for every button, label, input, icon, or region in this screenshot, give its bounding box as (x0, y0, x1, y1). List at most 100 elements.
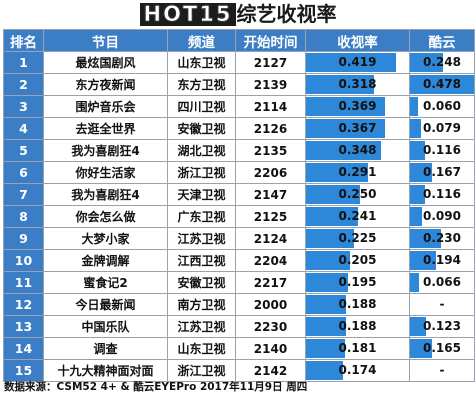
program-cell: 你好生活家 (43, 161, 168, 184)
rating-value: 0.419 (338, 55, 377, 69)
kuyun-bar (410, 75, 474, 94)
rating-bar (306, 251, 350, 270)
rating-bar (306, 163, 369, 182)
header-program: 节目 (43, 29, 168, 52)
rating-cell: 0.419 (305, 51, 410, 74)
channel-cell: 南方卫视 (167, 293, 236, 316)
start-time-cell: 2139 (235, 73, 306, 96)
kuyun-value: 0.066 (423, 275, 461, 289)
page-title: HOT15 综艺收视率 (0, 0, 476, 28)
program-cell: 中国乐队 (43, 315, 168, 338)
rank-cell: 1 (3, 51, 44, 74)
rating-value: 0.181 (338, 341, 377, 355)
rating-value: 0.205 (338, 253, 377, 267)
rating-value: 0.369 (338, 99, 377, 113)
kuyun-value: - (439, 363, 445, 377)
rating-value: 0.188 (338, 297, 377, 311)
rating-bar (306, 229, 355, 248)
rank-cell: 14 (3, 337, 44, 360)
channel-cell: 安徽卫视 (167, 117, 236, 140)
table-row: 7 我为喜剧狂4 天津卫视 2147 0.250 0.116 (3, 183, 475, 206)
rank-cell: 4 (3, 117, 44, 140)
rank-cell: 5 (3, 139, 44, 162)
table-row: 8 你会怎么做 广东卫视 2125 0.241 0.090 (3, 205, 475, 228)
program-cell: 调查 (43, 337, 168, 360)
start-time-cell: 2147 (235, 183, 306, 206)
kuyun-bar (410, 317, 427, 336)
channel-cell: 东方卫视 (167, 73, 236, 96)
table-row: 1 最炫国剧风 山东卫视 2127 0.419 0.248 (3, 51, 475, 74)
rating-bar (306, 53, 396, 72)
kuyun-value: 0.165 (423, 341, 461, 355)
rank-cell: 3 (3, 95, 44, 118)
kuyun-value: 0.123 (423, 319, 461, 333)
channel-cell: 湖北卫视 (167, 139, 236, 162)
rank-cell: 6 (3, 161, 44, 184)
rating-cell: 0.367 (305, 117, 410, 140)
rating-bar (306, 97, 386, 116)
table-row: 11 蜜食记2 安徽卫视 2217 0.195 0.066 (3, 271, 475, 294)
kuyun-cell: 0.167 (409, 161, 475, 184)
kuyun-cell: 0.060 (409, 95, 475, 118)
title-text: 综艺收视率 (236, 2, 337, 26)
rating-bar (306, 75, 375, 94)
rank-cell: 13 (3, 315, 44, 338)
header-start-time: 开始时间 (235, 29, 306, 52)
kuyun-bar (410, 163, 433, 182)
channel-cell: 安徽卫视 (167, 271, 236, 294)
channel-cell: 江苏卫视 (167, 227, 236, 250)
start-time-cell: 2206 (235, 161, 306, 184)
rank-cell: 12 (3, 293, 44, 316)
start-time-cell: 2140 (235, 337, 306, 360)
kuyun-value: 0.060 (423, 99, 461, 113)
header-kuyun: 酷云 (409, 29, 475, 52)
rank-cell: 11 (3, 271, 44, 294)
kuyun-cell: 0.478 (409, 73, 475, 96)
channel-cell: 广东卫视 (167, 205, 236, 228)
start-time-cell: 2000 (235, 293, 306, 316)
program-cell: 我为喜剧狂4 (43, 183, 168, 206)
kuyun-bar (410, 339, 432, 358)
rating-cell: 0.291 (305, 161, 410, 184)
kuyun-bar (410, 229, 441, 248)
program-cell: 最炫国剧风 (43, 51, 168, 74)
kuyun-cell: - (409, 293, 475, 316)
rating-bar (306, 141, 381, 160)
rating-bar (306, 273, 348, 292)
program-cell: 你会怎么做 (43, 205, 168, 228)
kuyun-value: 0.116 (423, 187, 461, 201)
start-time-cell: 2230 (235, 315, 306, 338)
header-channel: 频道 (167, 29, 236, 52)
rating-value: 0.225 (338, 231, 377, 245)
channel-cell: 山东卫视 (167, 337, 236, 360)
kuyun-cell: 0.230 (409, 227, 475, 250)
kuyun-value: 0.090 (423, 209, 461, 223)
program-cell: 东方夜新闻 (43, 73, 168, 96)
program-cell: 金牌调解 (43, 249, 168, 272)
program-cell: 去逛全世界 (43, 117, 168, 140)
table-body: 1 最炫国剧风 山东卫视 2127 0.419 0.248 2 东方夜新闻 东方卫视 2139 0.… (3, 51, 475, 382)
channel-cell: 山东卫视 (167, 51, 236, 74)
kuyun-value: 0.194 (423, 253, 461, 267)
rating-cell: 0.174 (305, 359, 410, 382)
rating-cell: 0.188 (305, 315, 410, 338)
kuyun-cell: 0.116 (409, 183, 475, 206)
table-row: 5 我为喜剧狂4 湖北卫视 2135 0.348 0.116 (3, 139, 475, 162)
rating-bar (306, 317, 347, 336)
rating-bar (306, 185, 360, 204)
rating-bar (306, 295, 347, 314)
kuyun-value: 0.079 (423, 121, 461, 135)
data-source-footer: 数据来源：CSM52 4+ & 酷云EYEPro 2017年11月9日 周四 (4, 381, 308, 393)
start-time-cell: 2126 (235, 117, 306, 140)
rating-value: 0.367 (338, 121, 377, 135)
kuyun-bar (410, 207, 422, 226)
program-cell: 十九大精神面对面 (43, 359, 168, 382)
rating-bar (306, 119, 385, 138)
kuyun-cell: - (409, 359, 475, 382)
rank-cell: 2 (3, 73, 44, 96)
kuyun-cell: 0.116 (409, 139, 475, 162)
program-cell: 我为喜剧狂4 (43, 139, 168, 162)
rating-cell: 0.250 (305, 183, 410, 206)
table-row: 6 你好生活家 浙江卫视 2206 0.291 0.167 (3, 161, 475, 184)
rating-cell: 0.225 (305, 227, 410, 250)
